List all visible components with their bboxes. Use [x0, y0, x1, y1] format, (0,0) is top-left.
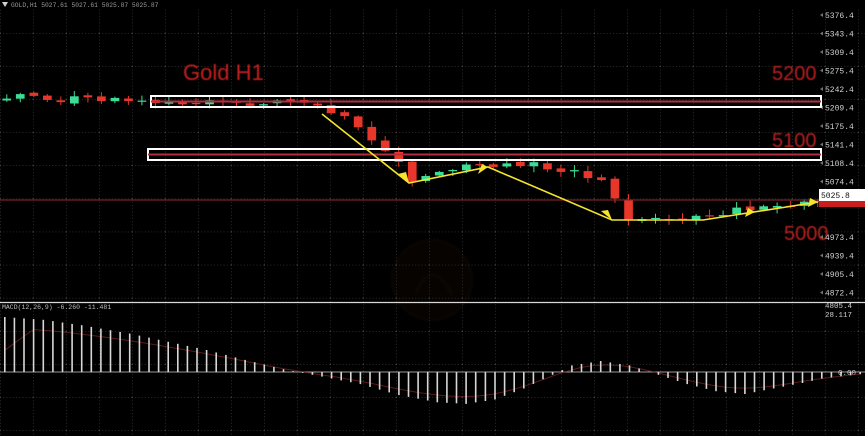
svg-text:4805.4: 4805.4 [825, 303, 853, 311]
svg-text:4939.4: 4939.4 [825, 253, 854, 262]
svg-text:5309.4: 5309.4 [825, 49, 854, 58]
svg-text:5025.8: 5025.8 [821, 192, 850, 201]
svg-text:4973.4: 4973.4 [825, 234, 854, 243]
svg-text:GOLD,H1 5027.61 5027.61 5025.: GOLD,H1 5027.61 5027.61 5025.87 5025.87 [11, 2, 159, 9]
svg-text:5242.4: 5242.4 [825, 86, 854, 95]
svg-text:5200: 5200 [772, 63, 817, 85]
svg-text:MACD(12,26,9) -6.260 -11.481: MACD(12,26,9) -6.260 -11.481 [2, 304, 111, 311]
svg-text:5141.4: 5141.4 [825, 142, 854, 151]
svg-text:5275.4: 5275.4 [825, 68, 854, 77]
svg-text:5074.4: 5074.4 [825, 179, 854, 188]
svg-text:5343.4: 5343.4 [825, 31, 854, 40]
svg-text:5175.4: 5175.4 [825, 123, 854, 132]
svg-text:5376.4: 5376.4 [825, 12, 854, 21]
svg-text:4905.4: 4905.4 [825, 271, 854, 280]
svg-text:5209.4: 5209.4 [825, 105, 854, 114]
svg-text:5100: 5100 [772, 130, 817, 152]
svg-text:5000: 5000 [784, 223, 829, 245]
svg-text:Gold H1: Gold H1 [183, 60, 264, 85]
svg-text:4872.4: 4872.4 [825, 290, 854, 299]
svg-text:28.117: 28.117 [825, 312, 852, 320]
svg-text:5108.4: 5108.4 [825, 160, 854, 169]
